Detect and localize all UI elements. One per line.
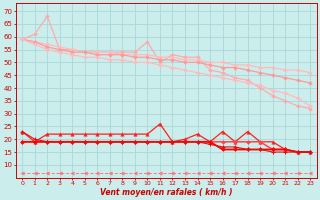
X-axis label: Vent moyen/en rafales ( km/h ): Vent moyen/en rafales ( km/h ) xyxy=(100,188,233,197)
